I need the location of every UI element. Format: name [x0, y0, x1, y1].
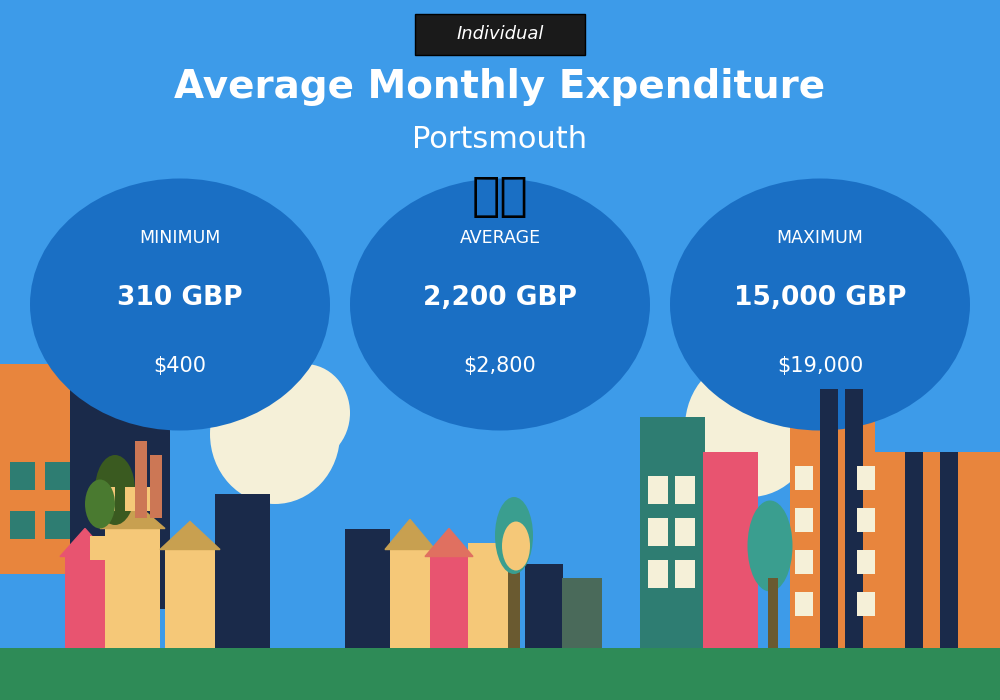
Ellipse shape [30, 178, 330, 430]
Bar [795, 550, 813, 574]
Bar [45, 511, 70, 539]
Bar [790, 389, 875, 648]
Ellipse shape [685, 357, 815, 497]
Bar [648, 476, 668, 504]
Bar [875, 452, 1000, 648]
Bar [795, 592, 813, 616]
Bar [508, 564, 520, 648]
Bar [0, 364, 85, 574]
Bar [857, 592, 875, 616]
Ellipse shape [670, 178, 970, 430]
Bar [525, 564, 563, 648]
Text: 2,200 GBP: 2,200 GBP [423, 284, 577, 311]
Ellipse shape [802, 346, 858, 410]
Bar [390, 550, 430, 648]
Bar [845, 389, 863, 648]
Bar [820, 389, 838, 648]
Text: $400: $400 [154, 356, 207, 376]
Bar [10, 511, 35, 539]
Ellipse shape [502, 522, 530, 570]
Bar [562, 578, 602, 648]
Bar [857, 550, 875, 574]
Bar [857, 466, 875, 490]
Ellipse shape [95, 455, 135, 525]
Bar [0, 648, 1000, 700]
Polygon shape [385, 519, 435, 550]
Ellipse shape [85, 480, 115, 528]
Polygon shape [60, 528, 110, 556]
Text: MAXIMUM: MAXIMUM [777, 229, 863, 247]
FancyBboxPatch shape [415, 14, 585, 55]
Text: Average Monthly Expenditure: Average Monthly Expenditure [174, 69, 826, 106]
Bar [675, 560, 695, 588]
Text: AVERAGE: AVERAGE [459, 229, 541, 247]
Polygon shape [425, 528, 473, 556]
Bar [70, 385, 170, 609]
Ellipse shape [210, 364, 340, 504]
Bar [857, 508, 875, 532]
Bar [430, 556, 468, 648]
Bar [648, 518, 668, 546]
Ellipse shape [735, 357, 825, 455]
Bar [150, 455, 162, 518]
Bar [90, 486, 115, 511]
Polygon shape [160, 522, 220, 550]
Bar [165, 550, 215, 648]
Bar [905, 452, 923, 648]
Bar [795, 508, 813, 532]
Text: $2,800: $2,800 [464, 356, 536, 376]
Bar [125, 536, 150, 560]
Ellipse shape [350, 178, 650, 430]
Text: MINIMUM: MINIMUM [139, 229, 221, 247]
Bar [345, 528, 390, 648]
Bar [940, 452, 958, 648]
Bar [135, 441, 147, 518]
Ellipse shape [495, 497, 533, 574]
Bar [675, 518, 695, 546]
Ellipse shape [260, 364, 350, 462]
Bar [125, 486, 150, 511]
Text: $19,000: $19,000 [777, 356, 863, 376]
Bar [45, 462, 70, 490]
Bar [640, 416, 705, 648]
Bar [795, 466, 813, 490]
Bar [675, 476, 695, 504]
Bar [65, 556, 105, 648]
Ellipse shape [748, 500, 792, 592]
Bar [703, 452, 758, 648]
Text: 310 GBP: 310 GBP [117, 284, 243, 311]
Bar [468, 542, 508, 648]
Bar [648, 560, 668, 588]
Text: Individual: Individual [456, 25, 544, 43]
Bar [768, 578, 778, 648]
Bar [10, 462, 35, 490]
Bar [90, 536, 115, 560]
Bar [105, 528, 160, 648]
Text: Portsmouth: Portsmouth [412, 125, 588, 155]
Polygon shape [100, 500, 165, 528]
Bar [215, 494, 270, 648]
Text: 🇬🇧: 🇬🇧 [472, 175, 528, 220]
Text: 15,000 GBP: 15,000 GBP [734, 284, 906, 311]
